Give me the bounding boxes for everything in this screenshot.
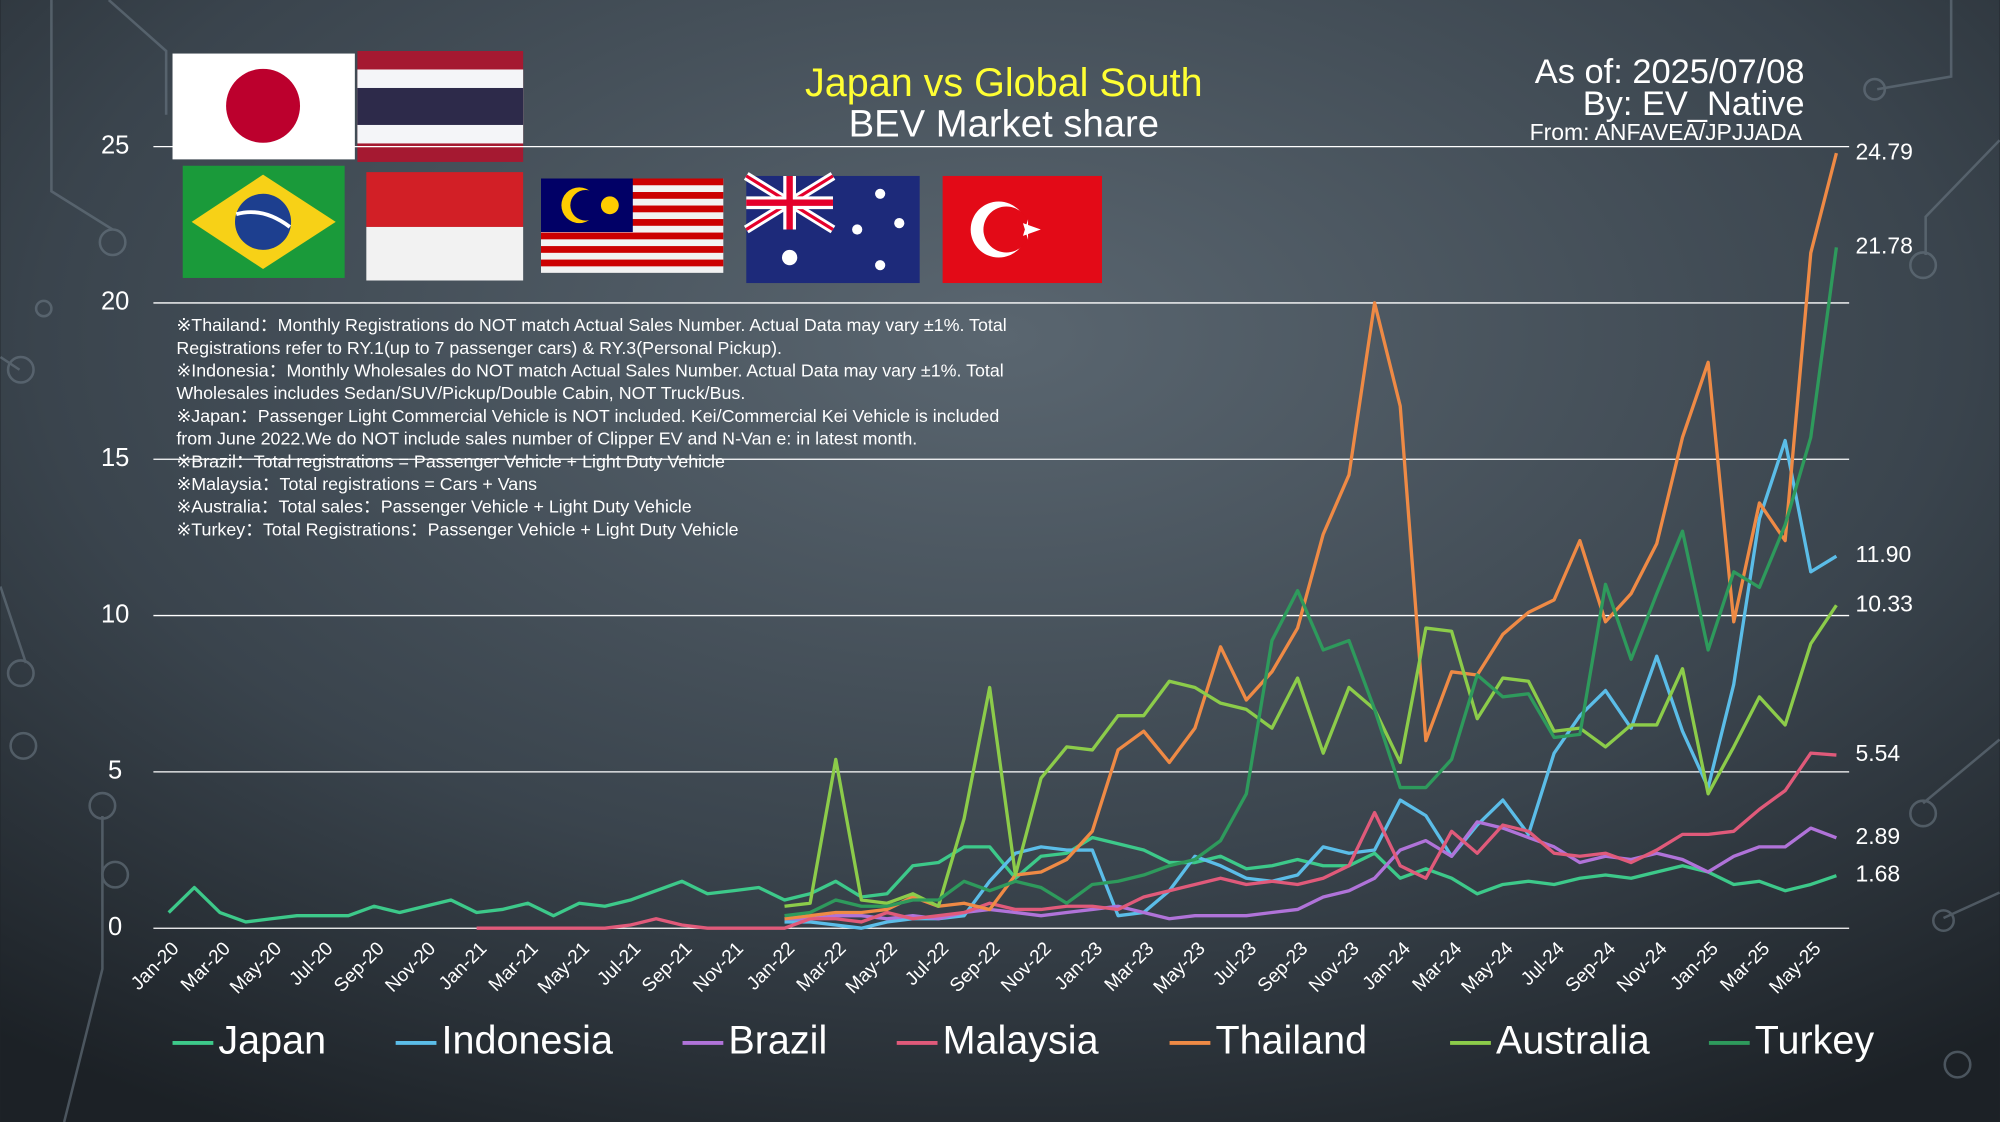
annotation: By: EV_Native — [1583, 85, 1805, 123]
end-value-label: 5.54 — [1856, 740, 1901, 766]
note: Registrations refer to RY.1(up to 7 pass… — [176, 338, 782, 358]
y-tick-label: 0 — [108, 913, 122, 941]
note: ※Turkey：Total Registrations：Passenger Ve… — [176, 519, 738, 539]
legend-label: Brazil — [728, 1018, 827, 1062]
series-line — [784, 247, 1839, 918]
flags — [172, 51, 1102, 284]
y-tick-label: 10 — [101, 600, 129, 628]
flag-turkey — [942, 175, 1102, 284]
flag-thailand — [357, 51, 524, 162]
legend-label: Indonesia — [442, 1018, 613, 1062]
flag-malaysia — [541, 178, 724, 273]
end-value-label: 2.89 — [1856, 823, 1901, 849]
y-tick-label: 5 — [108, 757, 122, 785]
note: ※Thailand：Monthly Registrations do NOT m… — [176, 315, 1006, 335]
flag-brazil — [182, 165, 345, 278]
series-line — [784, 438, 1838, 930]
annotation: As of: 2025/07/08 — [1535, 53, 1805, 91]
legend-label: Thailand — [1215, 1018, 1367, 1062]
series-line — [167, 835, 1837, 924]
legend-label: Malaysia — [943, 1018, 1099, 1062]
note: Wholesales includes Sedan/SUV/Pickup/Dou… — [176, 383, 745, 403]
annotation: From: ANFAVEA/JPJJADA — [1530, 119, 1803, 145]
flag-indonesia — [366, 172, 524, 281]
y-tick-label: 15 — [101, 444, 129, 472]
series-line — [784, 604, 1838, 908]
end-value-label: 24.79 — [1856, 138, 1913, 164]
series-line — [476, 751, 1837, 930]
legend-label: Turkey — [1755, 1018, 1875, 1062]
series-line — [784, 152, 1839, 921]
end-value-label: 11.90 — [1856, 541, 1912, 567]
end-value-label: 21.78 — [1856, 232, 1913, 258]
chart-title: Japan vs Global South — [805, 61, 1203, 105]
y-tick-label: 20 — [101, 288, 129, 316]
y-tick-label: 25 — [101, 131, 129, 159]
end-value-label: 10.33 — [1856, 590, 1913, 616]
legend-label: Japan — [218, 1018, 326, 1062]
note: ※Malaysia：Total registrations = Cars + V… — [176, 474, 537, 494]
note: ※Indonesia：Monthly Wholesales do NOT mat… — [176, 361, 1003, 381]
note: from June 2022.We do NOT include sales n… — [176, 429, 917, 449]
end-value-label: 1.68 — [1856, 861, 1901, 887]
flag-japan-disc — [226, 68, 301, 143]
note: ※Brazil：Total registrations = Passenger … — [176, 451, 725, 471]
note: ※Australia：Total sales：Passenger Vehicle… — [176, 497, 691, 517]
chart-subtitle: BEV Market share — [849, 102, 1159, 145]
note: ※Japan：Passenger Light Commercial Vehicl… — [176, 406, 999, 426]
legend-label: Australia — [1496, 1018, 1650, 1062]
flag-australia — [743, 172, 920, 284]
